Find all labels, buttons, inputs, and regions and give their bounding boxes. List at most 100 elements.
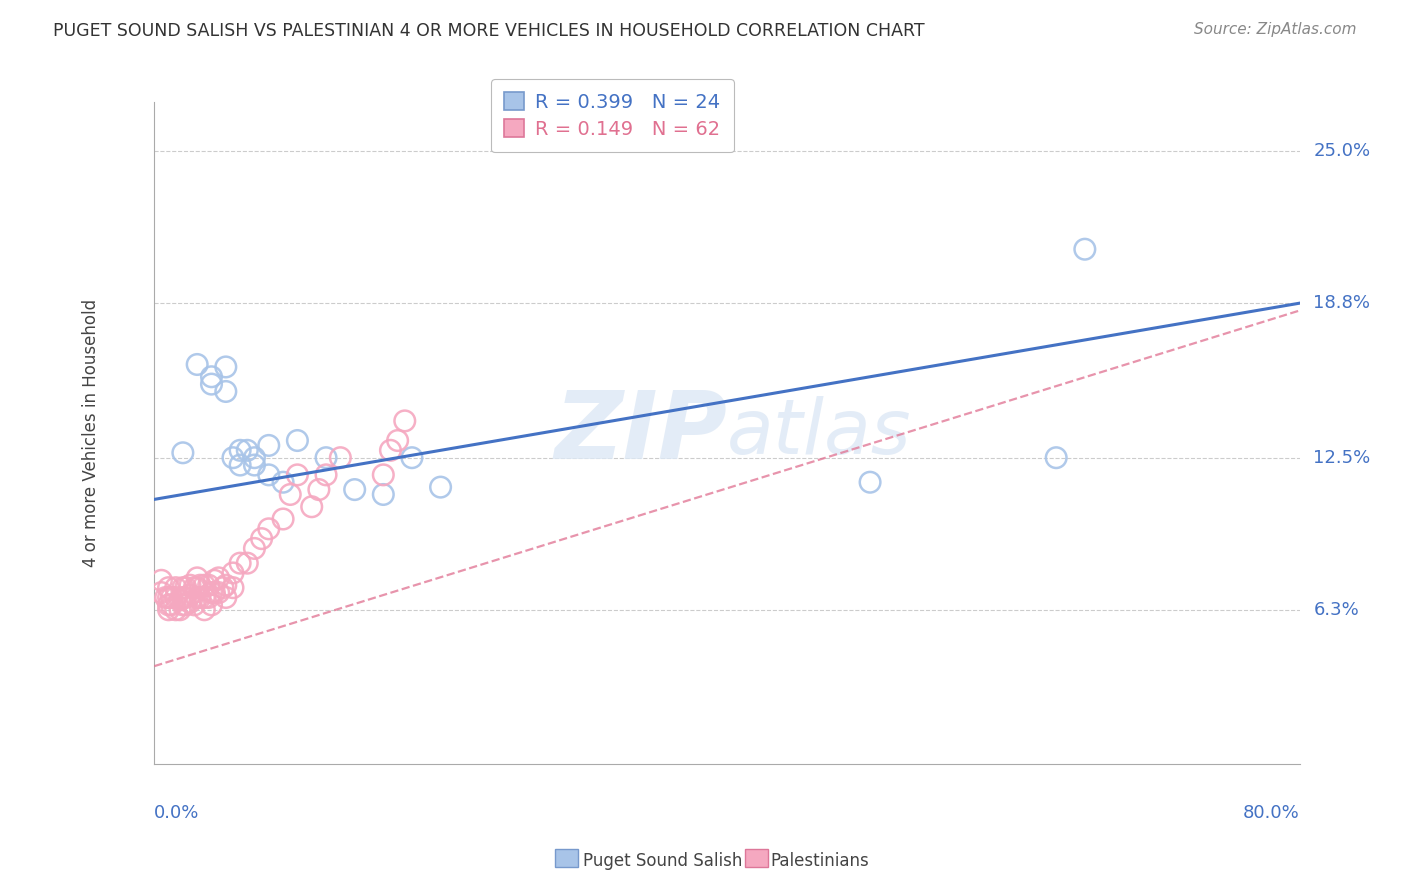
Text: 25.0%: 25.0%: [1313, 142, 1371, 160]
Point: [257, 438, 280, 452]
Legend: R = 0.399   N = 24, R = 0.149   N = 62: R = 0.399 N = 24, R = 0.149 N = 62: [491, 78, 734, 153]
Point: [229, 443, 252, 458]
Point: [200, 377, 222, 392]
Point: [373, 487, 395, 501]
Point: [193, 603, 215, 617]
Point: [172, 581, 194, 595]
Point: [215, 359, 238, 374]
Text: 12.5%: 12.5%: [1313, 449, 1371, 467]
Point: [271, 512, 294, 526]
Point: [208, 585, 231, 599]
Point: [174, 591, 197, 605]
Point: [308, 483, 330, 497]
Point: [229, 556, 252, 570]
Point: [150, 574, 173, 588]
Point: [271, 475, 294, 490]
Text: Puget Sound Salish: Puget Sound Salish: [583, 852, 742, 870]
Point: [183, 581, 205, 595]
Point: [200, 585, 222, 599]
Point: [329, 450, 352, 465]
Point: [380, 443, 402, 458]
Point: [160, 591, 183, 605]
Point: [315, 450, 337, 465]
Point: [169, 603, 191, 617]
Point: [186, 581, 208, 595]
Point: [222, 450, 245, 465]
Point: [183, 598, 205, 612]
Point: [197, 578, 219, 592]
Bar: [745, 849, 768, 867]
Point: [1045, 450, 1067, 465]
Text: 80.0%: 80.0%: [1243, 804, 1299, 822]
Point: [222, 566, 245, 580]
Point: [188, 578, 211, 592]
Point: [172, 591, 194, 605]
Point: [165, 581, 187, 595]
Point: [172, 446, 194, 460]
Point: [157, 591, 180, 605]
Point: [287, 467, 309, 482]
Point: [208, 571, 231, 585]
Point: [174, 581, 197, 595]
Point: [179, 595, 201, 609]
Point: [197, 591, 219, 605]
Point: [165, 591, 187, 605]
Text: atlas: atlas: [727, 396, 911, 470]
Point: [172, 598, 194, 612]
Point: [174, 598, 197, 612]
Point: [229, 458, 252, 472]
Point: [215, 384, 238, 399]
Point: [215, 578, 238, 592]
Point: [157, 598, 180, 612]
Point: [179, 588, 201, 602]
Point: [157, 581, 180, 595]
Text: ZIP: ZIP: [554, 387, 727, 479]
Point: [193, 578, 215, 592]
Text: Source: ZipAtlas.com: Source: ZipAtlas.com: [1194, 22, 1357, 37]
Point: [373, 467, 395, 482]
Point: [212, 581, 235, 595]
Point: [200, 369, 222, 384]
Text: 4 or more Vehicles in Household: 4 or more Vehicles in Household: [82, 299, 100, 567]
Point: [200, 598, 222, 612]
Point: [186, 591, 208, 605]
Text: Palestinians: Palestinians: [770, 852, 869, 870]
Point: [401, 450, 423, 465]
Point: [169, 593, 191, 607]
Point: [250, 532, 273, 546]
Point: [243, 458, 266, 472]
Point: [188, 591, 211, 605]
Point: [155, 591, 177, 605]
Point: [387, 434, 409, 448]
Text: 0.0%: 0.0%: [155, 804, 200, 822]
Point: [202, 574, 225, 588]
Point: [150, 585, 173, 599]
Point: [394, 414, 416, 428]
Point: [278, 487, 301, 501]
Point: [202, 585, 225, 599]
Point: [215, 591, 238, 605]
Point: [243, 541, 266, 556]
Text: 6.3%: 6.3%: [1313, 600, 1360, 619]
Point: [859, 475, 882, 490]
Point: [343, 483, 366, 497]
Point: [257, 467, 280, 482]
Point: [301, 500, 323, 514]
Bar: [555, 849, 578, 867]
Text: 18.8%: 18.8%: [1313, 294, 1371, 312]
Point: [186, 358, 208, 372]
Point: [236, 443, 259, 458]
Point: [315, 467, 337, 482]
Point: [243, 450, 266, 465]
Point: [1074, 242, 1097, 256]
Point: [157, 603, 180, 617]
Point: [287, 434, 309, 448]
Point: [165, 603, 187, 617]
Point: [193, 591, 215, 605]
Point: [186, 571, 208, 585]
Point: [257, 522, 280, 536]
Point: [236, 556, 259, 570]
Text: PUGET SOUND SALISH VS PALESTINIAN 4 OR MORE VEHICLES IN HOUSEHOLD CORRELATION CH: PUGET SOUND SALISH VS PALESTINIAN 4 OR M…: [53, 22, 925, 40]
Point: [222, 581, 245, 595]
Point: [429, 480, 451, 494]
